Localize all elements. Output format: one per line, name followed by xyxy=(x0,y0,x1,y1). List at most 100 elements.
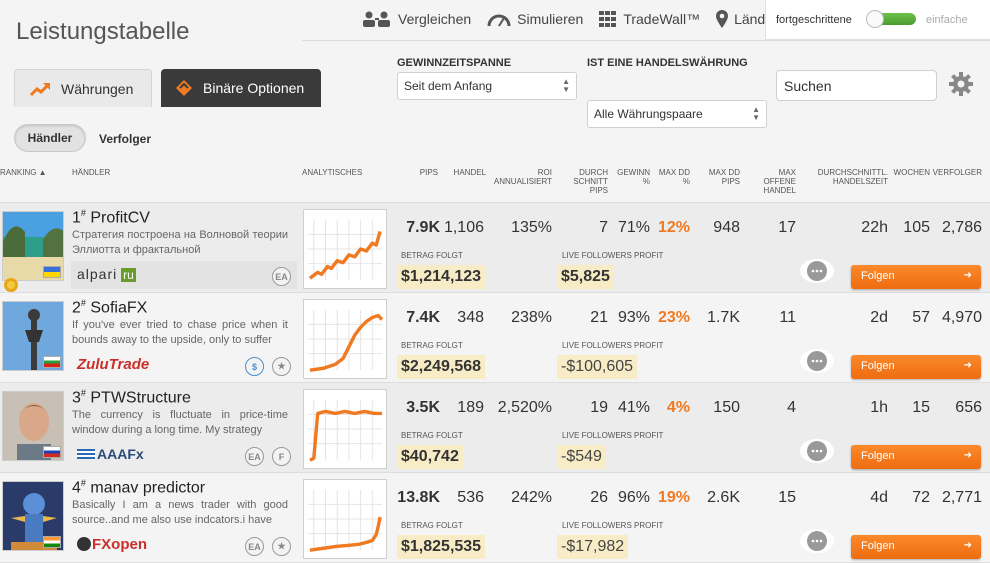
avatar[interactable] xyxy=(2,391,64,461)
max-dd-value: 23% xyxy=(657,309,690,326)
col-followers[interactable]: VERFOLGER xyxy=(932,168,982,177)
col-ranking[interactable]: RANKING ▲ xyxy=(0,168,47,177)
avatar[interactable] xyxy=(2,481,64,551)
col-win[interactable]: GEWINN % xyxy=(617,168,650,186)
mode-advanced-label: fortgeschrittene xyxy=(776,14,852,26)
flag-icon xyxy=(43,266,61,278)
trader-rank[interactable]: 3# PTWStructure xyxy=(72,388,191,407)
amount-label: BETRAG FOLGT xyxy=(401,341,463,350)
search-input[interactable]: Suchen xyxy=(776,70,937,101)
f-badge-icon[interactable]: F xyxy=(272,447,291,466)
performance-chart[interactable] xyxy=(303,389,387,469)
avatar[interactable] xyxy=(2,301,64,371)
broker-bar: ZuluTrade $ ★ xyxy=(71,351,297,379)
trader-name[interactable]: SofiaFX xyxy=(90,299,148,317)
broker-logo: AAAFx xyxy=(77,446,144,462)
flag-icon xyxy=(43,446,61,458)
ea-badge-icon[interactable]: EA xyxy=(245,537,264,556)
dollar-badge-icon[interactable]: $ xyxy=(245,357,264,376)
currency-select[interactable]: Alle Währungspaare ▲ ▼ xyxy=(587,100,767,128)
compare-link[interactable]: Vergleichen xyxy=(362,11,471,27)
tab-currencies[interactable]: Währungen xyxy=(14,69,152,107)
trader-description: The currency is fluctuate in price-time … xyxy=(72,409,288,436)
tradewall-link[interactable]: TradeWall™ xyxy=(599,11,700,27)
broker-logo: alpari ru xyxy=(77,266,136,282)
ea-badge-icon[interactable]: EA xyxy=(272,267,291,286)
ea-badge-icon[interactable]: EA xyxy=(245,447,264,466)
col-pips[interactable]: PIPS xyxy=(419,168,438,177)
compare-label: Vergleichen xyxy=(398,11,472,27)
follow-button[interactable]: Folgen ➜ xyxy=(851,445,981,469)
trader-rank[interactable]: 2# SofiaFX xyxy=(72,298,148,317)
follow-button[interactable]: Folgen ➜ xyxy=(851,535,981,559)
amount-following-value: $1,825,535 xyxy=(397,535,486,559)
mode-simple-label: einfache xyxy=(926,14,968,26)
select-arrows-icon: ▲ ▼ xyxy=(562,77,570,94)
weeks-value: 15 xyxy=(912,399,930,416)
col-trader[interactable]: HÄNDLER xyxy=(72,168,111,177)
amount-label: BETRAG FOLGT xyxy=(401,251,463,260)
col-max-open[interactable]: MAX OFFENE HANDEL xyxy=(763,168,796,195)
performance-chart[interactable] xyxy=(303,299,387,379)
live-profit-value: -$100,605 xyxy=(557,355,638,379)
flag-icon xyxy=(43,356,61,368)
simulate-link[interactable]: Simulieren xyxy=(487,11,583,27)
broker-logo: FXopen xyxy=(77,536,147,553)
grid-icon xyxy=(599,11,617,27)
divider xyxy=(302,40,990,41)
amount-following-value: $1,214,123 xyxy=(397,265,486,289)
col-avg-time[interactable]: DURCHSCHNITTL. HANDELSZEIT xyxy=(817,168,888,186)
mode-toggle[interactable] xyxy=(866,10,916,28)
follow-button[interactable]: Folgen ➜ xyxy=(851,355,981,379)
star-badge-icon[interactable]: ★ xyxy=(272,537,291,556)
max-dd-pips-value: 150 xyxy=(713,399,740,416)
table-row: 1# ProfitCV Стратегия построена на Волно… xyxy=(0,203,990,293)
trader-name[interactable]: PTWStructure xyxy=(90,389,191,407)
live-profit-value: -$17,982 xyxy=(557,535,629,559)
tab-followers[interactable]: Verfolger xyxy=(99,132,152,146)
trader-rank[interactable]: 1# ProfitCV xyxy=(72,208,150,227)
period-select[interactable]: Seit dem Anfang ▲ ▼ xyxy=(397,72,577,100)
pips-value: 7.9K xyxy=(406,219,440,236)
weeks-value: 105 xyxy=(903,219,930,236)
pips-value: 7.4K xyxy=(406,309,440,326)
header-divider xyxy=(0,202,990,203)
comment-icon[interactable] xyxy=(799,257,835,285)
col-max-dd[interactable]: MAX DD % xyxy=(658,168,690,186)
performance-chart[interactable] xyxy=(303,209,387,289)
tab-binary-options[interactable]: Binäre Optionen xyxy=(161,69,321,107)
win-value: 93% xyxy=(617,309,650,326)
avg-time-value: 2d xyxy=(870,309,888,326)
period-value: Seit dem Anfang xyxy=(404,79,493,93)
top-navigation: Vergleichen Simulieren TradeWall™ Länder xyxy=(362,10,778,28)
toggle-knob xyxy=(866,10,884,28)
comment-icon[interactable] xyxy=(799,527,835,555)
max-open-value: 15 xyxy=(778,489,796,506)
comment-icon[interactable] xyxy=(799,347,835,375)
tab-traders[interactable]: Händler xyxy=(14,124,86,152)
avg-pips-value: 21 xyxy=(590,309,608,326)
col-trades[interactable]: HANDEL xyxy=(453,168,486,177)
col-analytics: ANALYTISCHES xyxy=(302,168,363,177)
col-max-dd-pips[interactable]: MAX DD PIPS xyxy=(708,168,740,186)
live-profit-label: LIVE FOLLOWERS PROFIT xyxy=(562,251,664,260)
comment-icon[interactable] xyxy=(799,437,835,465)
star-badge-icon[interactable]: ★ xyxy=(272,357,291,376)
trader-name[interactable]: ProfitCV xyxy=(90,209,150,227)
col-roi[interactable]: ROI ANNUALISIERT xyxy=(493,168,552,186)
trader-rank[interactable]: 4# manav predictor xyxy=(72,478,206,497)
gold-medal-icon xyxy=(4,278,18,292)
col-avg-pips[interactable]: DURCH SCHNITT PIPS xyxy=(573,168,608,195)
flag-icon xyxy=(43,536,61,548)
avatar[interactable] xyxy=(2,211,64,281)
arrow-right-icon: ➜ xyxy=(963,450,972,461)
weeks-value: 57 xyxy=(912,309,930,326)
follow-button[interactable]: Folgen ➜ xyxy=(851,265,981,289)
gear-icon[interactable] xyxy=(948,71,974,97)
amount-following-value: $40,742 xyxy=(397,445,463,469)
performance-chart[interactable] xyxy=(303,479,387,559)
trader-name[interactable]: manav predictor xyxy=(90,479,206,497)
currency-label: IST EINE HANDELSWÄHRUNG xyxy=(587,57,748,69)
col-weeks[interactable]: WOCHEN xyxy=(893,168,930,177)
select-arrows-icon: ▲ ▼ xyxy=(752,105,760,122)
